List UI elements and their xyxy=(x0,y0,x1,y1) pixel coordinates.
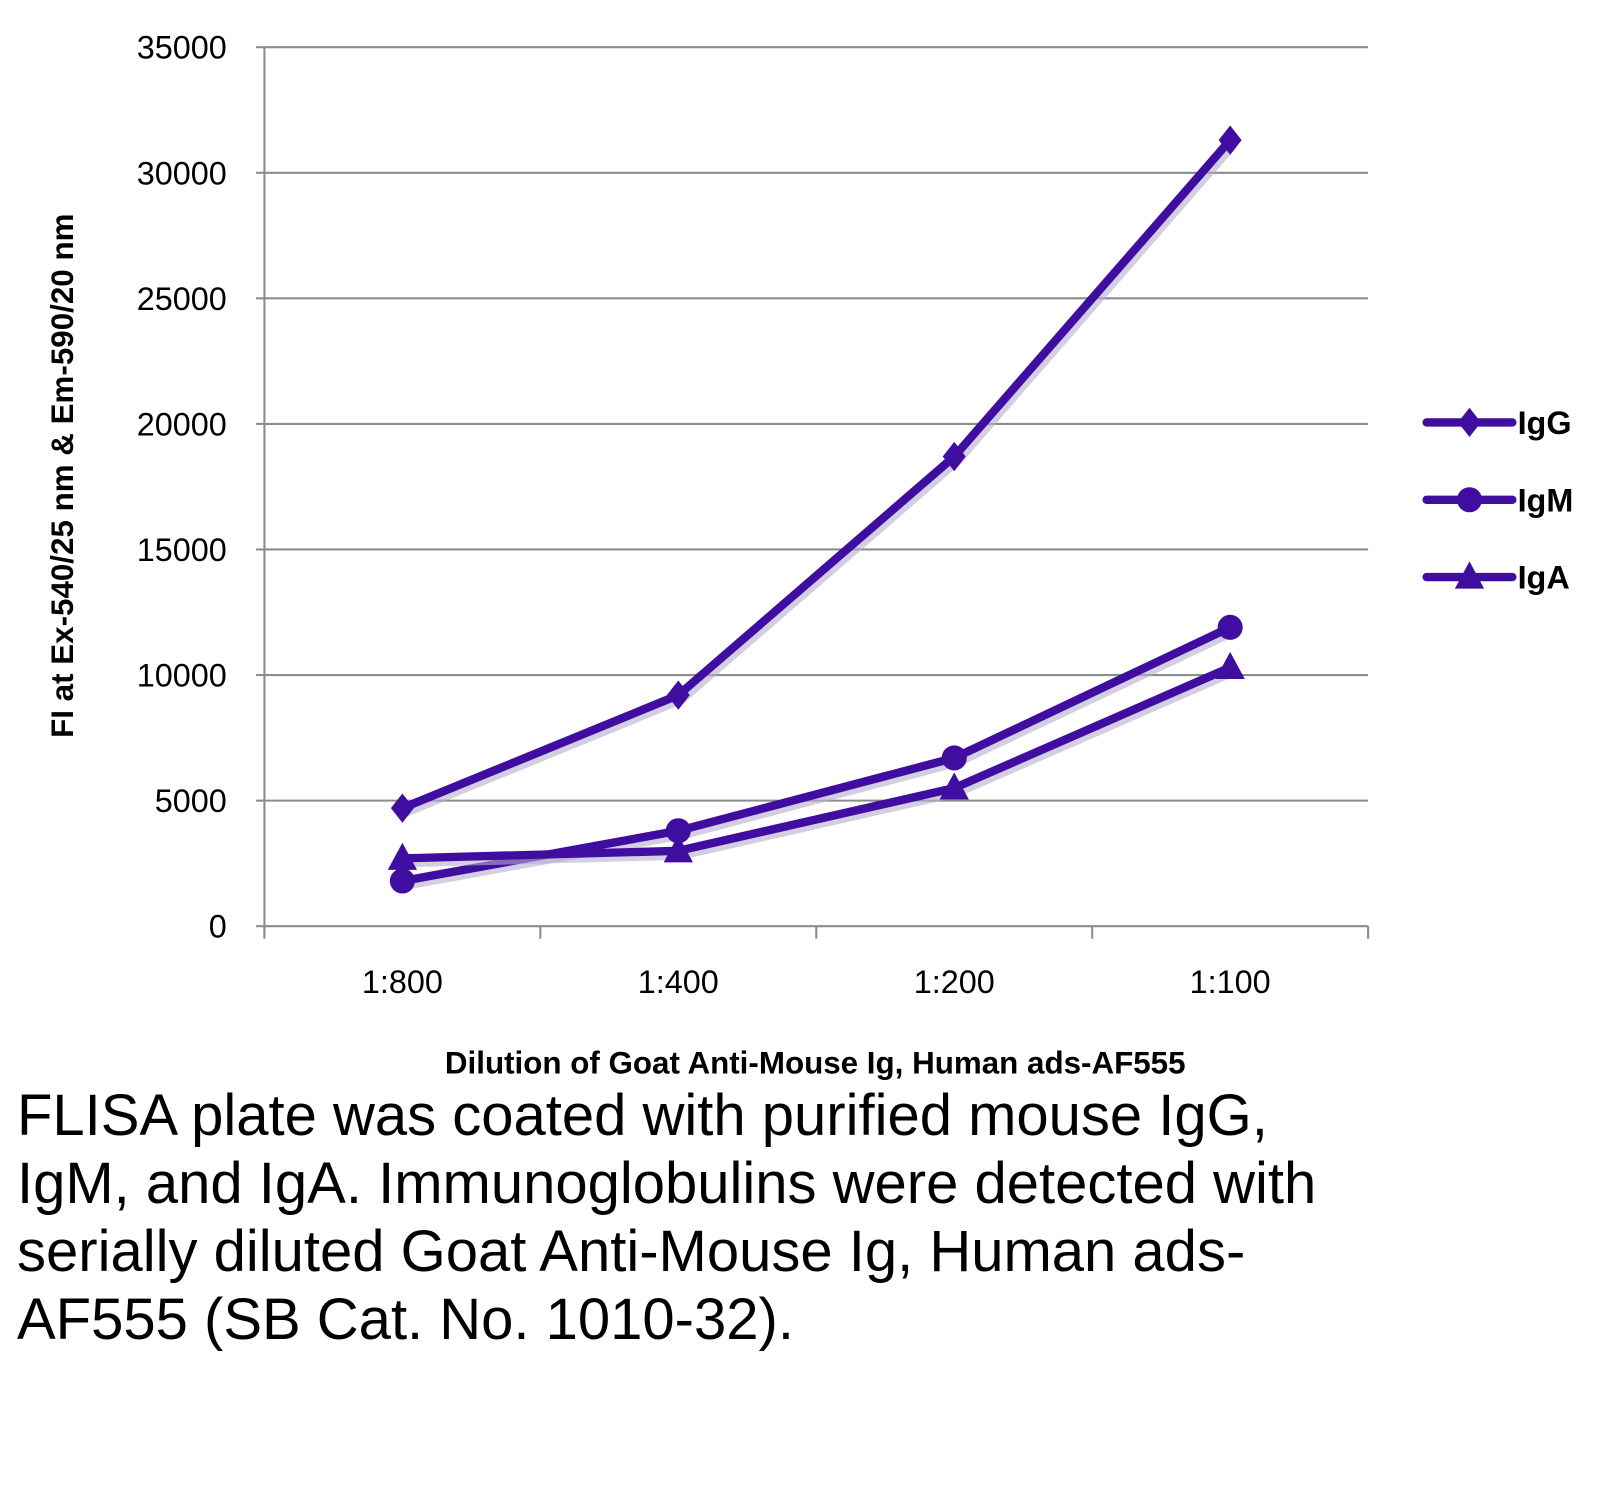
data-point-circle xyxy=(941,745,967,771)
data-point-circle xyxy=(665,818,691,844)
figure-caption: FLISA plate was coated with purified mou… xyxy=(17,1083,1317,1352)
y-tick-label: 25000 xyxy=(137,281,227,317)
legend-label: IgG xyxy=(1518,405,1572,441)
series-iga xyxy=(387,651,1245,870)
y-tick-label: 0 xyxy=(209,909,227,945)
legend-label: IgA xyxy=(1518,560,1570,596)
series-line xyxy=(402,663,1232,863)
data-point-triangle xyxy=(387,842,418,870)
series-shadow xyxy=(403,141,1237,817)
x-tick-labels: 1:800 1:400 1:200 1:100 xyxy=(362,964,1271,1000)
data-point-triangle xyxy=(939,772,969,800)
legend-marker-circle xyxy=(1456,487,1483,513)
data-point-diamond xyxy=(390,793,414,823)
y-tick-label: 20000 xyxy=(137,406,227,442)
series-shadow xyxy=(405,667,1236,868)
y-tick-label: 5000 xyxy=(155,783,227,819)
legend-label: IgM xyxy=(1518,482,1574,518)
data-point-circle xyxy=(1217,614,1243,640)
series-igg xyxy=(390,125,1242,823)
data-point-triangle xyxy=(1215,651,1245,680)
x-axis-label: Dilution of Goat Anti-Mouse Ig, Human ad… xyxy=(445,1046,1186,1080)
y-tick-labels: 0 5000 10000 15000 20000 25000 30000 35000 xyxy=(137,30,227,945)
gridlines xyxy=(264,46,1369,802)
series-lines xyxy=(387,125,1245,894)
x-tick-label: 1:200 xyxy=(914,964,995,1000)
line-chart: 0 5000 10000 15000 20000 25000 30000 35000 1:80… xyxy=(45,30,1574,1080)
legend-item-igm: IgM xyxy=(1422,482,1574,518)
legend-item-iga: IgA xyxy=(1422,560,1570,596)
y-tick-label: 15000 xyxy=(137,532,227,568)
axes xyxy=(256,46,1370,939)
x-tick-label: 1:800 xyxy=(362,964,443,1000)
y-tick-label: 10000 xyxy=(137,658,227,694)
series-line xyxy=(400,137,1234,813)
legend: IgG IgM IgA xyxy=(1422,405,1574,596)
legend-marker-triangle xyxy=(1454,561,1485,589)
legend-marker-diamond xyxy=(1458,407,1481,438)
y-axis-label: FI at Ex-540/25 nm & Em-590/20 nm xyxy=(45,214,80,738)
y-tick-label: 35000 xyxy=(137,30,227,66)
x-tick-label: 1:400 xyxy=(638,964,719,1000)
data-point-circle xyxy=(389,868,415,894)
legend-item-igg: IgG xyxy=(1422,405,1572,441)
data-point-triangle xyxy=(663,835,693,863)
data-point-diamond xyxy=(942,441,966,472)
y-tick-label: 30000 xyxy=(137,155,227,191)
x-tick-label: 1:100 xyxy=(1190,964,1271,1000)
